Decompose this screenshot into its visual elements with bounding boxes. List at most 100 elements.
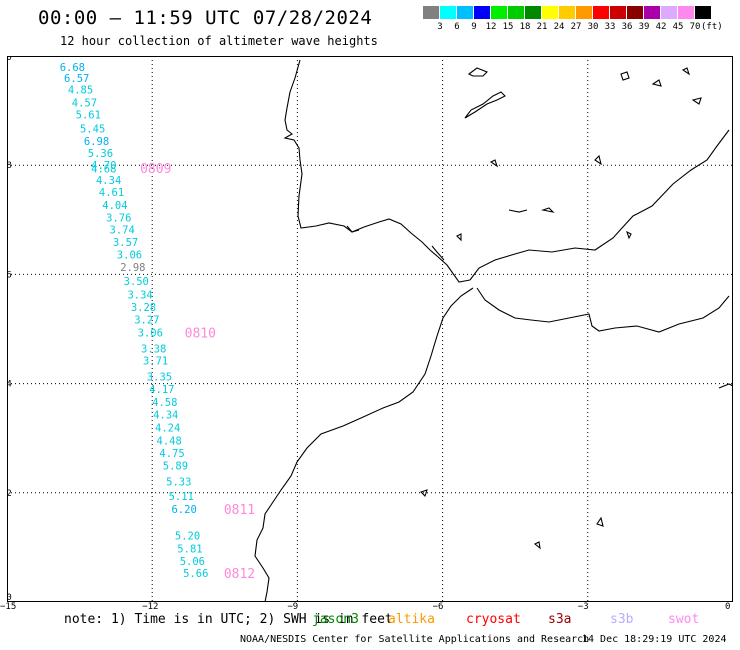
wave-height-reading: 3.27 (134, 315, 159, 327)
wave-height-reading: 5.36 (88, 148, 113, 160)
satellite-s3a: s3a (548, 612, 572, 627)
wave-height-reading: 3.76 (106, 213, 131, 225)
wave-height-reading: 3.74 (110, 225, 135, 237)
scale-label: 42 (655, 22, 667, 32)
wave-height-reading: 2.98 (120, 262, 145, 274)
island-5 (681, 67, 691, 76)
wave-height-reading: 3.35 (147, 372, 172, 384)
track-time-labels: 0809 0810 0811 0812 (140, 162, 255, 582)
island-6 (691, 97, 702, 105)
satellite-jason3: jason3 (312, 612, 359, 627)
scale-swatch (559, 6, 575, 19)
wave-height-reading: 5.20 (175, 530, 200, 542)
lon-tick-label: −9 (287, 602, 299, 612)
wave-height-reading: 5.11 (169, 491, 194, 503)
wave-height-reading: 3.71 (143, 356, 168, 368)
island-16 (626, 230, 632, 240)
scale-label: 3 (437, 22, 443, 32)
wave-height-reading: 6.68 (60, 62, 85, 74)
wave-height-reading: 4.04 (102, 200, 127, 212)
island-13 (596, 516, 604, 527)
wave-height-reading: 4.48 (156, 435, 181, 447)
island-1 (467, 67, 488, 77)
morocco-med-coast (476, 287, 730, 333)
track-time-label: 0812 (224, 567, 255, 582)
scale-swatch (508, 6, 524, 19)
wave-height-reading: 4.68 (91, 163, 116, 175)
wave-height-reading: 3.06 (117, 250, 142, 262)
scale-swatch (593, 6, 609, 19)
island-4 (651, 79, 662, 87)
wave-height-reading: 6.57 (64, 73, 89, 85)
scale-label: 70 (689, 22, 701, 32)
scale-label: 33 (604, 22, 616, 32)
scale-swatch (576, 6, 592, 19)
wave-height-reading: 6.98 (84, 136, 109, 148)
satellite-swot: swot (668, 612, 700, 627)
scale-swatch (661, 6, 677, 19)
island-2 (464, 91, 506, 119)
island-9 (594, 154, 602, 166)
lat-tick-label: 34 (7, 380, 12, 390)
wave-height-reading: 5.06 (180, 556, 205, 568)
island-12 (419, 489, 428, 498)
track-time-label: 0810 (185, 326, 216, 341)
wave-height-reading: 4.61 (99, 187, 124, 199)
scale-swatch (678, 6, 694, 19)
lat-tick-label: 32 (7, 489, 12, 499)
map-title: 00:00 – 11:59 UTC 07/28/2024 (38, 7, 373, 29)
lon-tick-label: −3 (577, 602, 589, 612)
wave-height-reading: 3.06 (138, 327, 163, 339)
lon-tick-label: −6 (432, 602, 444, 612)
island-14 (533, 541, 541, 550)
island-8 (540, 207, 555, 213)
generated-timestamp: 14 Dec 18:29:19 UTC 2024 (582, 634, 727, 645)
scale-swatch (423, 6, 439, 19)
footer-note: note: 1) Time is in UTC; 2) SWH is in fe… (64, 612, 393, 627)
satellite-cryosat: cryosat (466, 612, 521, 627)
lon-tick-label: 0 (725, 602, 731, 612)
lat-lon-grid (7, 56, 733, 602)
wave-height-reading: 6.20 (171, 504, 196, 516)
island-10 (489, 159, 499, 168)
morocco-atlantic-coast (254, 287, 474, 602)
lat-tick-label: 40 (7, 56, 12, 63)
iberia-coast (283, 59, 471, 283)
scale-label: 6 (454, 22, 460, 32)
scale-swatch (525, 6, 541, 19)
lat-tick-label: 30 (7, 593, 12, 602)
wave-height-reading: 4.24 (155, 422, 180, 434)
wave-height-reading: 3.34 (127, 290, 152, 302)
wave-height-reading: 5.89 (163, 461, 188, 473)
scale-label: 45 (672, 22, 684, 32)
scale-label: 18 (519, 22, 531, 32)
wave-height-reading: 4.75 (159, 448, 184, 460)
scale-label: 9 (471, 22, 477, 32)
wave-height-reading: 3.28 (131, 302, 156, 314)
scale-swatch (474, 6, 490, 19)
scale-label: 15 (502, 22, 514, 32)
scale-swatch (627, 6, 643, 19)
lat-tick-label: 38 (7, 161, 12, 171)
map-frame (7, 56, 733, 602)
map-plot: 40 38 36 34 32 30 6.686.574.854.575.61 5.456.9… (7, 56, 733, 602)
lon-tick-label: −12 (142, 602, 159, 612)
wave-height-reading: 5.33 (166, 476, 191, 488)
scale-swatch (457, 6, 473, 19)
scale-label: 30 (587, 22, 599, 32)
wave-height-reading: 3.57 (113, 237, 138, 249)
map-subtitle: 12 hour collection of altimeter wave hei… (60, 34, 378, 48)
lon-tick-label: −15 (0, 602, 17, 612)
scale-label: 27 (570, 22, 582, 32)
island-11 (718, 383, 733, 389)
scale-unit: (ft) (701, 22, 723, 32)
wave-height-reading: 5.66 (183, 568, 208, 580)
scale-swatch (695, 6, 711, 19)
wave-height-reading: 4.70 (91, 160, 116, 172)
wave-height-reading: 4.34 (153, 410, 178, 422)
scale-label: 39 (638, 22, 650, 32)
satellite-s3b: s3b (610, 612, 634, 627)
wave-height-reading: 5.61 (76, 109, 101, 121)
wave-height-readings: 6.686.574.854.575.61 5.456.985.364.704.68… (60, 62, 209, 580)
wave-height-reading: 4.58 (152, 397, 177, 409)
